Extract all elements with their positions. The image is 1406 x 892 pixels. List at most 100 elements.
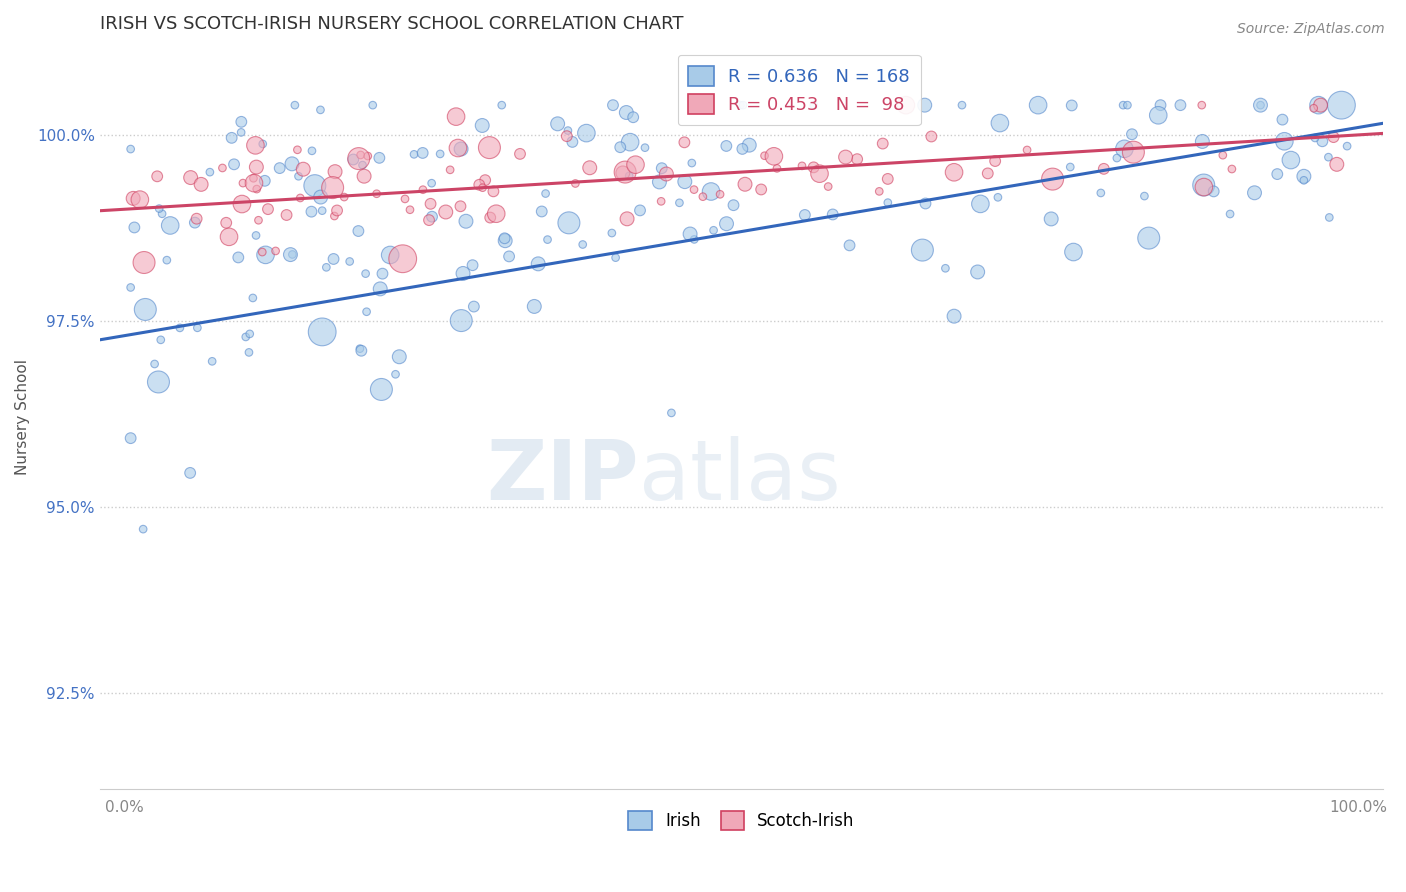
Point [420, 210, 443, 224]
Point [679, 227, 702, 241]
Point [709, 187, 731, 202]
Point [536, 233, 558, 247]
Point [738, 138, 761, 153]
Point [380, 248, 402, 262]
Point [527, 257, 550, 271]
Point [420, 176, 443, 190]
Point [1137, 231, 1160, 245]
Point [621, 110, 644, 124]
Point [673, 136, 696, 150]
Point [673, 175, 696, 189]
Point [198, 165, 221, 179]
Point [485, 207, 508, 221]
Point [808, 167, 831, 181]
Point [350, 343, 373, 358]
Point [734, 178, 756, 192]
Point [846, 152, 869, 166]
Point [1309, 98, 1331, 112]
Point [683, 232, 706, 246]
Point [471, 119, 494, 133]
Point [530, 204, 553, 219]
Point [190, 178, 212, 192]
Point [326, 203, 349, 218]
Point [1040, 211, 1063, 226]
Point [651, 161, 673, 176]
Point [284, 98, 307, 112]
Point [354, 267, 377, 281]
Point [491, 98, 513, 112]
Text: IRISH VS SCOTCH-IRISH NURSERY SCHOOL CORRELATION CHART: IRISH VS SCOTCH-IRISH NURSERY SCHOOL COR… [100, 15, 683, 33]
Point [894, 98, 917, 112]
Point [619, 135, 641, 149]
Point [447, 141, 470, 155]
Point [201, 354, 224, 368]
Point [235, 330, 257, 344]
Point [132, 255, 155, 269]
Point [1122, 145, 1144, 160]
Point [333, 190, 356, 204]
Point [868, 185, 890, 199]
Point [322, 252, 344, 266]
Point [252, 136, 274, 151]
Point [557, 123, 579, 137]
Point [575, 126, 598, 140]
Point [150, 207, 173, 221]
Point [429, 147, 451, 161]
Point [323, 209, 346, 223]
Point [920, 129, 942, 144]
Point [361, 98, 384, 112]
Point [1062, 245, 1084, 260]
Point [384, 368, 406, 382]
Point [1090, 186, 1112, 200]
Point [1133, 189, 1156, 203]
Point [1202, 185, 1225, 199]
Point [762, 149, 785, 163]
Point [222, 157, 245, 171]
Point [1308, 98, 1330, 112]
Point [766, 161, 789, 176]
Point [315, 260, 337, 275]
Point [1312, 134, 1334, 148]
Point [450, 199, 472, 213]
Point [1059, 160, 1081, 174]
Point [419, 196, 441, 211]
Point [257, 202, 280, 216]
Point [238, 345, 260, 359]
Point [1191, 98, 1213, 112]
Y-axis label: Nursery School: Nursery School [15, 359, 30, 475]
Point [790, 159, 813, 173]
Point [1220, 161, 1243, 176]
Point [311, 325, 333, 339]
Point [977, 166, 1000, 180]
Point [231, 115, 253, 129]
Point [494, 231, 516, 245]
Point [1112, 98, 1135, 112]
Point [388, 350, 411, 364]
Point [1212, 148, 1234, 162]
Point [159, 219, 181, 233]
Point [1292, 169, 1315, 184]
Point [148, 375, 170, 389]
Point [614, 165, 637, 179]
Point [1265, 167, 1288, 181]
Point [987, 190, 1010, 204]
Point [281, 247, 304, 261]
Point [703, 223, 725, 237]
Point [1326, 157, 1348, 171]
Point [648, 175, 671, 189]
Point [1170, 98, 1192, 112]
Text: atlas: atlas [638, 436, 841, 517]
Point [914, 98, 936, 112]
Point [634, 141, 657, 155]
Point [454, 214, 477, 228]
Point [749, 182, 772, 196]
Point [211, 161, 233, 175]
Point [1336, 139, 1358, 153]
Point [394, 192, 416, 206]
Point [402, 147, 425, 161]
Point [347, 152, 370, 166]
Point [534, 186, 557, 201]
Point [482, 185, 505, 199]
Point [1116, 98, 1139, 112]
Point [600, 226, 623, 240]
